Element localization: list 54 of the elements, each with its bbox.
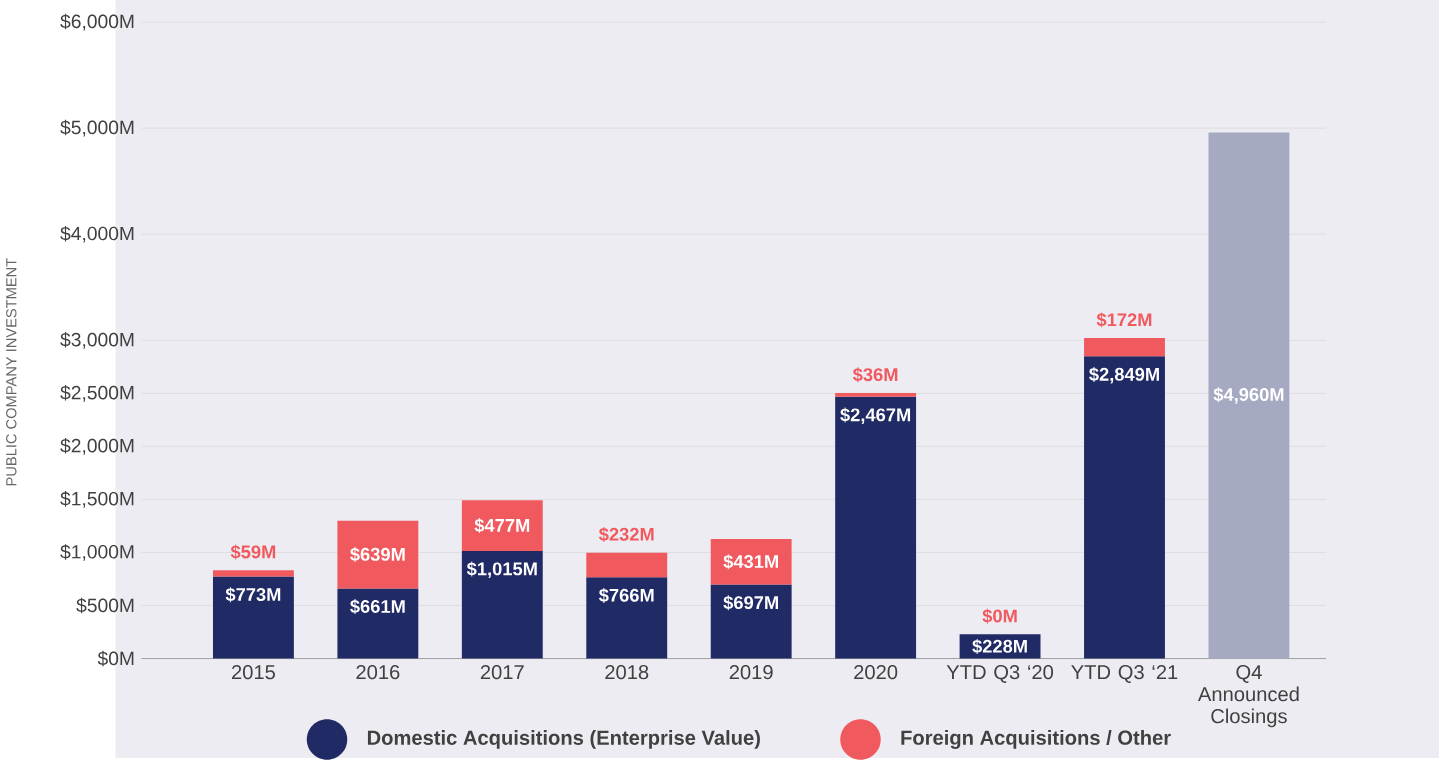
- y-tick-label: $4,000M: [60, 226, 134, 243]
- bar: [835, 393, 917, 397]
- data-label: $639M: [350, 547, 405, 563]
- y-tick-label: $1,500M: [60, 491, 134, 508]
- bar: [461, 551, 543, 659]
- data-label: $2,849M: [1089, 367, 1159, 384]
- bar: [337, 520, 419, 589]
- y-axis-title: PUBLIC COMPANY INVESTMENT: [6, 258, 17, 486]
- data-label: $477M: [474, 518, 530, 534]
- bar: [1084, 338, 1165, 357]
- x-tick-label: 2018: [605, 665, 649, 680]
- bar: [337, 588, 419, 659]
- data-label: $661M: [350, 599, 405, 615]
- data-label: $172M: [1096, 312, 1152, 328]
- data-label: $431M: [723, 554, 778, 570]
- legend-label: Foreign Acquisitions / Other: [901, 730, 1171, 750]
- data-label: $697M: [723, 595, 778, 611]
- bar: [461, 500, 543, 552]
- x-tick-label: 2017: [480, 665, 524, 680]
- x-tick-label: 2015: [232, 665, 275, 680]
- y-tick-label: $500M: [76, 597, 134, 614]
- y-tick-label: $6,000M: [60, 13, 134, 31]
- data-label: $4,960M: [1213, 387, 1284, 404]
- bar: [212, 576, 294, 659]
- bar: [586, 552, 668, 578]
- data-label: $232M: [598, 527, 654, 543]
- x-tick-label: 2016: [356, 665, 400, 680]
- bar: [710, 584, 792, 659]
- data-label: $59M: [230, 544, 276, 560]
- y-tick-label: $1,000M: [60, 544, 134, 561]
- data-label: $36M: [852, 367, 898, 383]
- bar: [710, 539, 792, 585]
- data-label: $2,467M: [840, 407, 911, 425]
- bar: [212, 570, 294, 577]
- x-tick-label: 2019: [729, 665, 773, 680]
- bar: [586, 577, 668, 659]
- x-tick-label: Q4 Announced Closings: [1197, 665, 1299, 728]
- bar: [1208, 132, 1290, 659]
- data-label: $773M: [225, 587, 281, 603]
- data-label: $1,015M: [466, 561, 537, 579]
- y-tick-label: $2,500M: [60, 385, 134, 402]
- y-tick-label: $2,000M: [60, 438, 134, 455]
- bar: [835, 396, 917, 659]
- y-tick-label: $5,000M: [60, 119, 134, 137]
- x-tick-label: YTD Q3 ‘20: [946, 665, 1054, 684]
- legend-label: Domestic Acquisitions (Enterprise Value): [367, 730, 760, 749]
- x-tick-label: YTD Q3 ‘21: [1071, 665, 1178, 684]
- data-label: $0M: [982, 608, 1017, 624]
- data-label: $228M: [972, 639, 1027, 655]
- y-tick-label: $0M: [97, 650, 134, 667]
- y-tick-label: $3,000M: [60, 332, 134, 349]
- bar: [1084, 356, 1165, 659]
- x-tick-label: 2020: [854, 665, 898, 680]
- data-label: $766M: [598, 588, 654, 604]
